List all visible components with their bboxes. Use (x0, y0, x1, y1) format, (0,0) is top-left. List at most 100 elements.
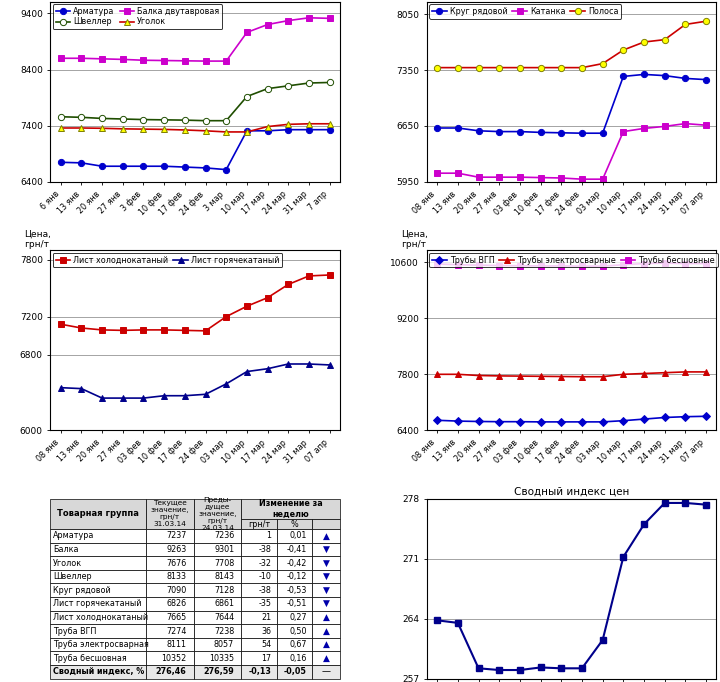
Text: Лист холоднокатаный: Лист холоднокатаный (53, 613, 148, 622)
Bar (276, 610, 312, 624)
Трубы электросварные (681, 368, 690, 376)
Text: 276,46: 276,46 (156, 667, 186, 677)
Швеллер (56, 113, 65, 121)
Уголок (119, 125, 127, 133)
Трубы электросварные (639, 370, 648, 378)
Bar (194, 624, 241, 638)
Трубы электросварные (619, 370, 628, 379)
Text: 10352: 10352 (161, 654, 186, 663)
Bar (50, 584, 146, 597)
Bar (241, 651, 276, 665)
Полоса (433, 63, 441, 72)
Лист холоднокатаный (160, 326, 168, 334)
Балка двутавровая (119, 55, 127, 63)
Арматура (139, 162, 148, 170)
Text: 276,59: 276,59 (204, 667, 234, 677)
Трубы бесшовные (577, 262, 586, 270)
Text: 1: 1 (266, 531, 271, 540)
Text: Арматура: Арматура (53, 531, 94, 540)
Швеллер (98, 115, 107, 123)
Line: Трубы бесшовные: Трубы бесшовные (434, 260, 709, 269)
Полоса (598, 59, 607, 68)
Трубы электросварные (433, 370, 441, 379)
Балка двутавровая (222, 57, 230, 65)
Text: 9263: 9263 (166, 545, 186, 554)
Трубы ВГП (660, 413, 669, 421)
Трубы бесшовные (474, 261, 483, 269)
Bar (50, 624, 146, 638)
Уголок (56, 124, 65, 132)
Трубы бесшовные (454, 261, 462, 269)
Трубы ВГП (681, 413, 690, 421)
Уголок (139, 125, 148, 133)
Круг рядовой (702, 76, 711, 84)
Круг рядовой (495, 128, 503, 136)
Катанка (598, 175, 607, 183)
Text: ▲: ▲ (323, 640, 330, 649)
Лист горячекатаный (284, 360, 292, 368)
Bar (312, 557, 340, 570)
Лист холоднокатаный (325, 271, 334, 279)
Bar (146, 597, 194, 610)
Text: Цена,
грн/т: Цена, грн/т (24, 229, 51, 248)
Line: Трубы ВГП: Трубы ВГП (434, 413, 709, 425)
Трубы бесшовные (598, 262, 607, 270)
Bar (312, 543, 340, 557)
Полоса (619, 46, 628, 54)
Арматура (160, 162, 168, 170)
Text: 0,50: 0,50 (289, 627, 307, 636)
Line: Лист горячекатаный: Лист горячекатаный (58, 361, 333, 401)
Лист горячекатаный (305, 360, 313, 368)
Трубы электросварные (557, 372, 566, 381)
Полоса (577, 63, 586, 72)
Bar (50, 499, 146, 529)
Полоса (660, 35, 669, 44)
Трубы ВГП (474, 417, 483, 426)
Text: -38: -38 (258, 545, 271, 554)
Text: —: — (322, 667, 330, 677)
Text: ▲: ▲ (323, 531, 330, 540)
Балка двутавровая (264, 20, 272, 29)
Круг рядовой (639, 70, 648, 78)
Катанка (639, 124, 648, 132)
Text: 7237: 7237 (166, 531, 186, 540)
Bar (241, 584, 276, 597)
Text: Балка: Балка (53, 545, 78, 554)
Bar (241, 624, 276, 638)
Bar (276, 529, 312, 543)
Legend: Круг рядовой, Катанка, Полоса: Круг рядовой, Катанка, Полоса (429, 5, 621, 19)
Text: 10335: 10335 (209, 654, 234, 663)
Bar (50, 638, 146, 651)
Bar (241, 570, 276, 584)
Bar (194, 570, 241, 584)
Круг рядовой (598, 129, 607, 137)
Швеллер (181, 116, 189, 124)
Полоса (474, 63, 483, 72)
Bar (194, 584, 241, 597)
Полоса (495, 63, 503, 72)
Title: Сводный индекс цен: Сводный индекс цен (514, 486, 629, 496)
Уголок (160, 125, 168, 134)
Балка двутавровая (56, 54, 65, 62)
Арматура (243, 127, 251, 135)
Лист горячекатаный (264, 365, 272, 373)
Арматура (119, 162, 127, 170)
Швеллер (305, 79, 313, 87)
Катанка (536, 173, 545, 181)
Трубы ВГП (495, 417, 503, 426)
Катанка (474, 173, 483, 181)
Арматура (284, 125, 292, 134)
Bar (194, 529, 241, 543)
Трубы ВГП (454, 417, 462, 425)
Трубы электросварные (536, 372, 545, 381)
Балка двутавровая (284, 16, 292, 25)
Text: %: % (291, 520, 298, 529)
Bar (146, 610, 194, 624)
Bar (50, 529, 146, 543)
Text: 7644: 7644 (214, 613, 234, 622)
Bar (50, 570, 146, 584)
Bar (194, 665, 241, 679)
Арматура (77, 159, 86, 167)
Лист горячекатаный (160, 391, 168, 400)
Лист холоднокатаный (264, 294, 272, 302)
